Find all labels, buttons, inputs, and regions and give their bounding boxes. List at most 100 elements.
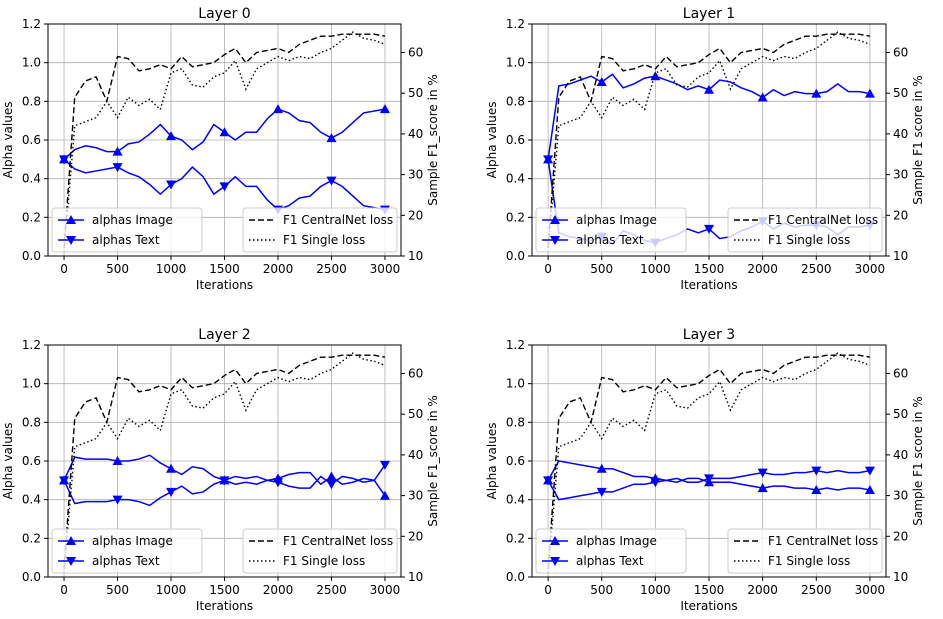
chart-title: Layer 1 bbox=[683, 6, 735, 22]
legend-marker bbox=[66, 236, 76, 245]
data-point-alphas-image bbox=[112, 146, 123, 156]
x-axis-label: Iterations bbox=[196, 599, 253, 613]
y-tick-label: 1.2 bbox=[506, 338, 525, 352]
y-tick-label: 0.0 bbox=[22, 249, 41, 263]
y2-tick-label: 30 bbox=[408, 168, 423, 182]
x-axis-label: Iterations bbox=[680, 599, 737, 613]
y2-tick-label: 20 bbox=[408, 529, 423, 543]
y2-axis-label: Sample F1_score in % bbox=[426, 74, 440, 206]
x-tick-label: 1500 bbox=[694, 583, 725, 597]
data-point-alphas-text bbox=[757, 468, 768, 478]
data-point-alphas-image bbox=[650, 71, 661, 81]
legend-label: F1 CentralNet loss bbox=[768, 213, 878, 227]
data-point-alphas-text bbox=[543, 155, 554, 165]
y2-tick-label: 50 bbox=[893, 86, 908, 100]
plot-area bbox=[59, 31, 390, 252]
x-tick-label: 1500 bbox=[209, 583, 240, 597]
legend-right: F1 CentralNet loss F1 Single loss bbox=[727, 207, 883, 253]
data-point-alphas-text bbox=[112, 163, 123, 173]
x-tick-label: 1000 bbox=[156, 262, 187, 276]
y2-tick-label: 50 bbox=[408, 86, 423, 100]
legend-box bbox=[535, 207, 687, 253]
data-point-alphas-image bbox=[219, 127, 230, 137]
x-tick-label: 2000 bbox=[263, 262, 294, 276]
series-line-f1-centralnet-loss bbox=[63, 354, 386, 569]
data-point-alphas-text bbox=[272, 478, 283, 488]
legend-label: alphas Image bbox=[92, 534, 173, 548]
data-point-alphas-image bbox=[379, 490, 390, 500]
legend-box bbox=[727, 528, 883, 574]
y-tick-label: 0.6 bbox=[22, 454, 41, 468]
data-point-alphas-text bbox=[650, 478, 661, 488]
legend-box bbox=[242, 528, 398, 574]
y-tick-label: 0.2 bbox=[506, 531, 525, 545]
legend-marker bbox=[550, 236, 560, 245]
y2-axis-label: Sample F1 score in % bbox=[911, 396, 925, 525]
y2-tick-label: 60 bbox=[893, 366, 908, 380]
x-tick-label: 3000 bbox=[370, 583, 401, 597]
data-point-alphas-text bbox=[596, 487, 607, 497]
y2-tick-label: 40 bbox=[408, 448, 423, 462]
plot-area bbox=[543, 352, 875, 573]
data-point-alphas-image bbox=[166, 463, 177, 473]
chart-title: Layer 0 bbox=[198, 6, 250, 22]
data-point-alphas-text bbox=[59, 155, 70, 165]
chart-panel-3: 0 500 1000 1500 2000 2500 3000 0.0 0.2 0.4 0.6 0.8 1… bbox=[485, 327, 925, 613]
y2-tick-label: 30 bbox=[893, 168, 908, 182]
y-tick-label: 1.0 bbox=[506, 377, 525, 391]
y-tick-label: 0.6 bbox=[22, 133, 41, 147]
legend-marker bbox=[66, 536, 76, 545]
y-tick-label: 0.0 bbox=[506, 249, 525, 263]
y2-tick-label: 60 bbox=[893, 45, 908, 59]
data-point-alphas-text bbox=[59, 476, 70, 486]
legend-label: F1 Single loss bbox=[768, 233, 850, 247]
data-point-alphas-text bbox=[326, 480, 337, 490]
y-tick-label: 0.4 bbox=[22, 493, 41, 507]
data-point-alphas-text bbox=[166, 180, 177, 190]
legend-marker bbox=[550, 215, 560, 224]
x-tick-label: 3000 bbox=[855, 583, 886, 597]
y-axis-label: Alpha values bbox=[485, 423, 499, 500]
x-tick-label: 2500 bbox=[801, 262, 832, 276]
y2-tick-label: 50 bbox=[893, 407, 908, 421]
y-tick-label: 0.8 bbox=[22, 415, 41, 429]
series-line-f1-centralnet-loss bbox=[63, 33, 386, 248]
y2-tick-label: 50 bbox=[408, 407, 423, 421]
chart-panel-1: 0 500 1000 1500 2000 2500 3000 0.0 0.2 0.4 0.6 0.8 1… bbox=[485, 6, 925, 292]
data-point-alphas-text bbox=[112, 495, 123, 505]
data-point-alphas-image bbox=[272, 104, 283, 114]
chart-title: Layer 3 bbox=[683, 327, 735, 343]
y-tick-label: 1.0 bbox=[506, 56, 525, 70]
data-point-alphas-image bbox=[166, 131, 177, 141]
x-tick-label: 2000 bbox=[263, 583, 294, 597]
data-point-alphas-image bbox=[596, 77, 607, 86]
x-tick-label: 500 bbox=[106, 583, 129, 597]
y-tick-label: 0.6 bbox=[506, 133, 525, 147]
y2-axis-label: Sample F1_score in % bbox=[426, 395, 440, 527]
legend-left: alphas Image alphas Text bbox=[535, 207, 687, 253]
data-point-alphas-text bbox=[864, 466, 875, 476]
legend-label: alphas Text bbox=[576, 233, 644, 247]
series-line-f1-single-loss bbox=[63, 31, 386, 252]
data-point-alphas-text bbox=[219, 182, 230, 192]
y2-tick-label: 10 bbox=[408, 570, 423, 584]
legend-label: alphas Image bbox=[92, 213, 173, 227]
data-point-alphas-image bbox=[811, 485, 822, 494]
legend-marker bbox=[66, 557, 76, 566]
plot-area bbox=[59, 352, 390, 573]
y2-tick-label: 40 bbox=[893, 127, 908, 141]
data-point-alphas-text bbox=[704, 474, 714, 484]
legend-box bbox=[727, 207, 883, 253]
y-tick-label: 1.0 bbox=[22, 56, 41, 70]
series-line-f1-single-loss bbox=[547, 352, 871, 573]
y-tick-label: 0.4 bbox=[22, 172, 41, 186]
x-tick-label: 1500 bbox=[694, 262, 725, 276]
data-point-alphas-image bbox=[112, 456, 123, 465]
legend-left: alphas Image alphas Text bbox=[535, 528, 687, 574]
y-tick-label: 1.2 bbox=[22, 17, 41, 31]
legend-box bbox=[535, 528, 687, 574]
y2-tick-label: 40 bbox=[408, 127, 423, 141]
x-tick-label: 1000 bbox=[156, 583, 187, 597]
y-axis-label: Alpha values bbox=[1, 423, 15, 500]
